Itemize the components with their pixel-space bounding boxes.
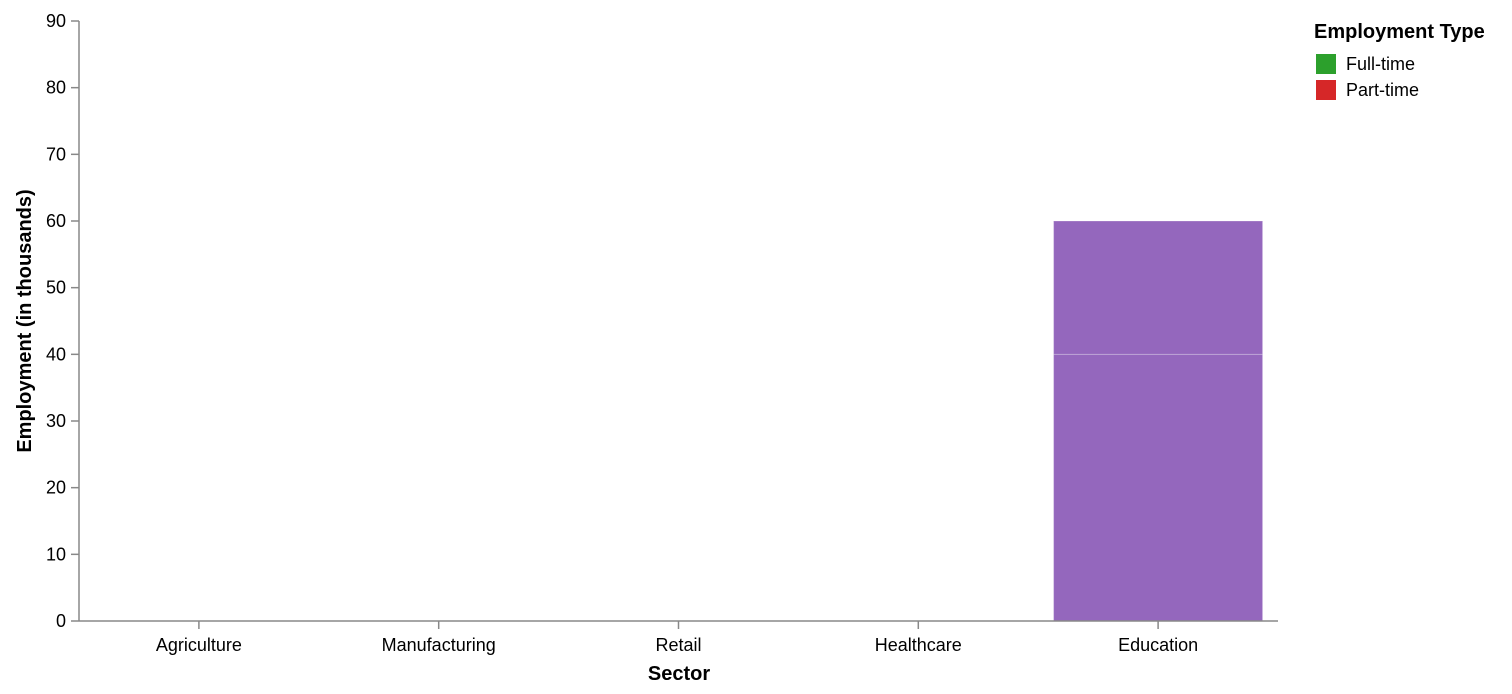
y-tick-label-80: 80 (46, 78, 66, 98)
legend-label-part-time: Part-time (1346, 80, 1419, 100)
legend: Employment Type Full-time Part-time (1314, 21, 1485, 100)
bar-segment-education-1 (1053, 220, 1264, 355)
x-tick-label-education: Education (1118, 635, 1198, 655)
y-tick-label-70: 70 (46, 144, 66, 164)
y-tick-label-0: 0 (56, 611, 66, 631)
legend-swatch-full-time (1316, 54, 1336, 74)
legend-title: Employment Type (1314, 21, 1485, 43)
y-tick-label-30: 30 (46, 411, 66, 431)
x-tick-label-manufacturing: Manufacturing (382, 635, 496, 655)
x-axis-title: Sector (648, 663, 710, 685)
y-tick-label-20: 20 (46, 478, 66, 498)
bar-segment-education-0 (1053, 353, 1264, 622)
x-tick-label-retail: Retail (655, 635, 701, 655)
bars-layer (1053, 220, 1264, 622)
y-tick-label-10: 10 (46, 544, 66, 564)
y-tick-label-40: 40 (46, 344, 66, 364)
x-tick-label-healthcare: Healthcare (875, 635, 962, 655)
y-axis: 0 10 20 30 40 50 60 70 80 90 (46, 11, 80, 631)
legend-swatch-part-time (1316, 80, 1336, 100)
x-axis: Agriculture Manufacturing Retail Healthcare… (79, 620, 1278, 655)
y-tick-label-90: 90 (46, 11, 66, 31)
y-tick-label-60: 60 (46, 211, 66, 231)
y-axis-title: Employment (in thousands) (14, 189, 36, 452)
legend-label-full-time: Full-time (1346, 54, 1415, 74)
x-tick-label-agriculture: Agriculture (156, 635, 242, 655)
y-tick-label-50: 50 (46, 278, 66, 298)
